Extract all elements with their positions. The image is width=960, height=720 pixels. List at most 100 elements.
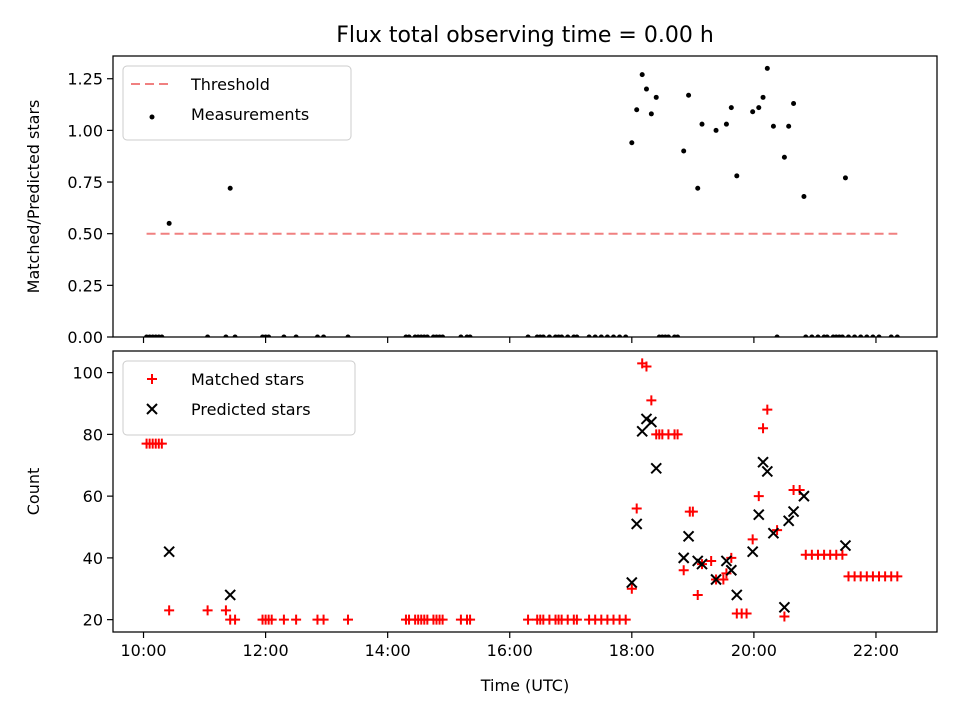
data-point <box>753 491 764 502</box>
data-point <box>291 614 302 625</box>
legend: Matched stars Predicted stars <box>122 360 356 436</box>
data-point <box>598 334 604 337</box>
data-point <box>546 334 552 337</box>
data-point-stroke <box>291 614 302 625</box>
data-point-stroke <box>202 605 213 616</box>
data-point <box>540 334 546 337</box>
data-point <box>159 334 165 337</box>
data-point <box>437 614 448 625</box>
data-point <box>801 194 807 199</box>
data-point <box>604 334 610 337</box>
data-point <box>728 105 734 111</box>
data-point <box>876 334 882 337</box>
chart-title: Flux total observing time = 0.00 h <box>336 23 714 48</box>
data-point-stroke <box>571 614 582 625</box>
data-point-stroke <box>779 611 790 622</box>
y-tick-label: 60 <box>83 487 103 506</box>
data-point-stroke <box>678 565 689 576</box>
data-point <box>293 334 299 337</box>
series-0 <box>141 358 903 625</box>
data-point <box>809 334 815 337</box>
data-point-stroke <box>747 534 758 545</box>
data-point <box>845 334 851 337</box>
legend-marker-swatch-stroke <box>147 374 157 384</box>
data-point <box>720 555 733 567</box>
data-point <box>630 518 643 530</box>
y-tick-label: 80 <box>83 425 103 444</box>
data-point <box>631 503 642 514</box>
data-point-stroke <box>718 574 729 585</box>
data-point-stroke <box>641 361 652 372</box>
data-point-stroke <box>677 552 690 564</box>
data-point-stroke <box>220 605 231 616</box>
data-point <box>761 465 774 478</box>
data-point <box>467 334 473 337</box>
data-point <box>156 438 167 449</box>
data-point-stroke <box>465 614 476 625</box>
data-point <box>837 549 848 560</box>
data-point <box>718 574 729 585</box>
data-point <box>232 334 238 337</box>
data-point <box>586 334 592 337</box>
data-point-stroke <box>626 583 637 594</box>
data-point-stroke <box>230 614 241 625</box>
data-point <box>750 109 756 115</box>
data-point <box>710 573 722 586</box>
data-point-stroke <box>753 491 764 502</box>
data-point-stroke <box>798 490 810 502</box>
data-point <box>681 148 687 154</box>
legend-marker-swatch <box>146 403 158 415</box>
data-point-stroke <box>266 614 277 625</box>
data-point <box>864 334 870 337</box>
data-point-stroke <box>706 555 717 566</box>
legend-entry: Predicted stars <box>146 400 311 419</box>
data-point <box>227 185 233 191</box>
data-point <box>815 334 821 337</box>
data-point-stroke <box>762 404 773 415</box>
data-point <box>224 589 236 601</box>
data-point <box>779 611 790 622</box>
legend-entry: Matched stars <box>147 370 304 389</box>
data-point-stroke <box>758 423 769 434</box>
data-point <box>458 334 464 337</box>
data-point <box>696 558 708 570</box>
data-point <box>164 605 175 616</box>
data-point <box>678 565 689 576</box>
series-1 <box>163 413 852 614</box>
data-point <box>440 334 446 337</box>
data-point <box>645 416 658 428</box>
legend-entry: Threshold <box>131 75 270 94</box>
data-point-stroke <box>726 552 737 563</box>
data-point <box>695 185 701 191</box>
data-point <box>345 334 351 337</box>
data-point <box>653 94 659 100</box>
data-point <box>888 334 894 337</box>
data-point <box>571 614 582 625</box>
data-point <box>166 220 172 226</box>
data-point <box>782 515 795 527</box>
data-point-stroke <box>224 589 236 601</box>
data-point <box>665 334 671 337</box>
data-point-stroke <box>620 614 631 625</box>
data-point <box>692 589 703 600</box>
legend-marker-swatch <box>147 374 157 384</box>
legend-entry: Measurements <box>149 105 309 124</box>
data-point <box>839 539 852 552</box>
data-point <box>636 425 648 437</box>
data-point-stroke <box>636 425 648 437</box>
y-tick-label: 0.25 <box>67 276 103 295</box>
data-point <box>770 123 776 129</box>
legend-label: Measurements <box>191 105 309 124</box>
data-point <box>592 334 598 337</box>
data-point <box>266 334 272 337</box>
data-point <box>726 552 737 563</box>
legend-label: Predicted stars <box>191 400 311 419</box>
data-point <box>842 175 848 181</box>
data-point <box>894 334 900 337</box>
data-point <box>523 614 534 625</box>
data-point-stroke <box>778 601 791 614</box>
data-point <box>764 65 770 71</box>
data-point-stroke <box>787 505 800 518</box>
data-point <box>794 484 805 495</box>
data-point <box>686 92 692 98</box>
